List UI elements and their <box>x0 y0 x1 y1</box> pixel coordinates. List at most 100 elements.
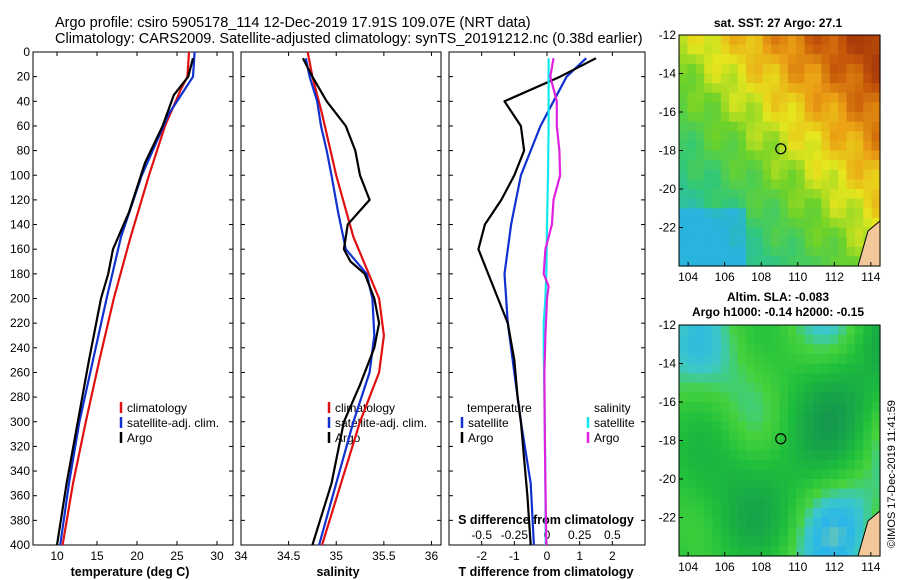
sst-map-cell <box>838 160 848 171</box>
sla-map-cell <box>771 536 781 547</box>
sst-map-cell <box>796 54 806 65</box>
sst-map-cell <box>695 35 705 46</box>
sst-map-cell <box>796 208 806 219</box>
temperature-xtick-label: 30 <box>210 549 224 563</box>
sst-map-cell <box>754 189 764 200</box>
sla-map-cell <box>838 450 848 461</box>
sst-map-xtick-label: 104 <box>678 270 698 284</box>
sst-map-cell <box>871 131 881 142</box>
sst-map-cell <box>813 102 822 113</box>
sla-map-cell <box>771 392 781 403</box>
sst-map-cell <box>679 217 688 229</box>
depth-ytick-label: 360 <box>10 489 30 503</box>
sst-map-cell <box>679 63 688 75</box>
sla-map-cell <box>813 527 822 538</box>
sla-map-cell <box>813 363 822 374</box>
sst-map-cell <box>796 83 806 94</box>
sla-map-cell <box>771 430 781 442</box>
difference-legend-s-argo: Argo <box>594 431 620 445</box>
sla-map-cell <box>771 440 781 451</box>
sla-map-cell <box>796 325 806 336</box>
depth-ytick-label: 20 <box>17 70 31 84</box>
sst-map-cell <box>787 35 797 46</box>
sla-map-cell <box>704 459 714 470</box>
sla-map-cell <box>771 469 781 480</box>
sst-map-cell <box>679 44 688 55</box>
sst-map-cell <box>854 44 864 55</box>
sla-map-cell <box>838 421 848 432</box>
sst-map-cell <box>787 131 797 142</box>
sla-map-cell <box>712 353 722 365</box>
sla-map-cell <box>762 421 772 432</box>
sla-map-cell <box>804 363 814 374</box>
sla-map-cell <box>846 325 856 336</box>
sst-map-cell <box>796 102 806 113</box>
sla-map-cell <box>737 430 747 442</box>
sst-map-cell <box>771 160 781 171</box>
sst-map-cell <box>813 179 822 190</box>
sla-map-cell <box>863 479 873 490</box>
sst-map-cell <box>687 92 697 103</box>
sst-map-xtick-label: 114 <box>861 270 880 284</box>
sst-map-cell <box>804 169 814 180</box>
sst-map-cell <box>762 217 772 229</box>
sla-map-cell <box>695 373 705 384</box>
sla-map-cell <box>821 402 831 413</box>
sst-map-cell <box>871 208 881 219</box>
sla-map-cell <box>754 459 764 470</box>
sla-map-cell <box>737 392 747 403</box>
sst-map-cell <box>813 150 822 161</box>
sst-map-cell <box>796 256 806 267</box>
sla-map-cell <box>821 440 831 451</box>
sst-map-cell <box>737 150 747 161</box>
sst-map-cell <box>863 189 873 200</box>
sla-map-cell <box>679 498 688 509</box>
sst-map-cell <box>787 198 797 209</box>
sst-map-cell <box>754 217 764 229</box>
sla-map-cell <box>712 469 722 480</box>
sst-map-cell <box>829 169 839 180</box>
sla-map-cell <box>771 382 781 393</box>
sst-map-cell <box>871 35 881 46</box>
sst-map-cell <box>863 198 873 209</box>
sst-map-cell <box>838 92 848 103</box>
sst-map-cell <box>712 140 722 152</box>
sla-map-cell <box>720 507 730 519</box>
sst-map-cell <box>863 83 873 94</box>
sla-map-cell <box>796 440 806 451</box>
sla-map-cell <box>704 363 714 374</box>
sst-map-cell <box>754 102 764 113</box>
sst-map-cell <box>712 256 722 267</box>
sst-map-cell <box>771 112 781 123</box>
sla-map-cell <box>754 469 764 480</box>
sst-map-xtick-label: 106 <box>715 270 735 284</box>
sla-map-cell <box>787 402 797 413</box>
temperature-legend-climatology: climatology <box>127 401 187 415</box>
sla-map-cell <box>729 450 739 461</box>
sst-map-cell <box>762 121 772 132</box>
sla-map-cell <box>737 488 747 499</box>
sla-map-cell <box>737 325 747 336</box>
sst-map-cell <box>695 54 705 65</box>
sla-map-cell <box>737 479 747 490</box>
sla-map-cell <box>729 507 739 519</box>
sst-map-cell <box>771 179 781 190</box>
sla-map-cell <box>838 344 848 355</box>
sla-map-cell <box>754 430 764 442</box>
sst-map-cell <box>821 112 831 123</box>
sla-map-cell <box>687 334 697 345</box>
sst-map-cell <box>846 208 856 219</box>
sst-map-cell <box>746 150 755 161</box>
sst-map-cell <box>813 44 822 55</box>
sst-map-cell <box>779 63 789 75</box>
depth-ytick-label: 280 <box>10 390 30 404</box>
sst-map-cell <box>829 140 839 152</box>
sst-map-cell <box>754 54 764 65</box>
sst-map-cell <box>796 237 806 248</box>
sst-map-cell <box>695 256 705 267</box>
sst-map-cell <box>712 35 722 46</box>
sst-map-cell <box>754 121 764 132</box>
sla-map-cell <box>771 498 781 509</box>
sst-map-cell <box>854 102 864 113</box>
sst-map-cell <box>712 44 722 55</box>
